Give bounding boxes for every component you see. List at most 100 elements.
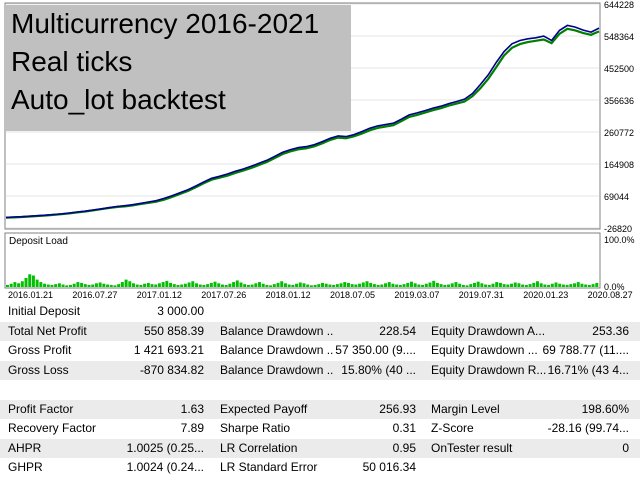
deposit-load-bar [580,283,584,287]
deposit-load-bar [39,282,43,287]
deposit-load-bar [20,281,24,287]
deposit-load-bar [72,283,76,287]
deposit-load-bar [302,283,306,287]
deposit-load-bar [354,284,358,287]
deposit-load-bar [272,284,276,287]
deposit-load-bar [9,283,13,287]
deposit-load-bar [324,283,328,287]
deposit-load-bar [139,284,143,287]
stat-label: Recovery Factor [8,421,97,435]
deposit-load-title: Deposit Load [9,236,68,247]
deposit-load-bar [258,282,261,287]
x-tick-label: 2019.07.31 [459,290,504,300]
deposit-load-bar [465,285,469,287]
deposit-load-bar [521,284,525,287]
deposit-load-bar [565,284,569,287]
stat-value: 1.63 [180,401,204,416]
deposit-load-bar [506,284,510,287]
deposit-load-bar [487,284,491,287]
deposit-load-bar [187,282,191,287]
stat-value: 15.80% (40 ... [341,362,416,377]
deposit-load-bar [391,283,395,287]
deposit-load-bar [54,284,58,287]
deposit-load-bar [143,283,147,287]
x-tick-label: 2018.01.12 [266,290,311,300]
stats-row: Gross Profit 1 421 693.21 Balance Drawdown… [0,341,640,360]
deposit-load-bar [321,282,324,287]
deposit-load-bar [46,284,50,287]
deposit-load-bar [176,284,180,287]
deposit-load-bar [195,283,198,287]
stat-label: Balance Drawdown ... [220,362,334,377]
deposit-load-bar [246,284,250,287]
stats-row: AHPR 1.0025 (0.25... LR Correlation 0.95 OnT… [0,438,640,458]
deposit-load-bar [132,283,135,287]
stat-value: 16.71% (43 4... [547,362,629,377]
deposit-load-bar [91,284,95,287]
deposit-load-bar [458,283,462,287]
deposit-load-bar [447,284,450,287]
deposit-load-bar [228,283,232,287]
deposit-load-bars [6,274,599,287]
stat-value: 228.54 [379,323,416,338]
y-tick-label: 356636 [604,96,634,106]
caption-line-3: Auto_lot backtest [11,84,226,115]
deposit-load-bar [57,283,61,287]
deposit-load-bar [384,283,387,287]
deposit-load-bar [154,284,158,287]
deposit-load-bar [98,282,102,287]
deposit-load-bar [224,284,228,287]
deposit-load-bar [191,281,195,287]
deposit-load-bar [172,284,176,287]
deposit-load-bar [94,283,98,287]
x-tick-label: 2020.01.23 [523,290,568,300]
stat-label: Z-Score [431,421,474,435]
deposit-load-bar [113,285,117,287]
deposit-load-bar [517,283,521,287]
caption-box: Multicurrency 2016-2021 Real ticks Auto_… [5,5,351,131]
balance-y-axis-labels: 644228 548364 452500 356636 260772 164908 6904… [604,0,634,234]
deposit-load-bar [306,284,310,287]
deposit-load-bar [220,284,224,287]
deposit-load-bar [380,284,384,287]
stat-value: 0.95 [392,440,416,455]
deposit-load-bar [402,284,406,287]
deposit-load-bar [532,282,536,287]
deposit-load-bar [280,281,284,287]
deposit-load-bar [287,284,291,287]
deposit-load-bar [595,282,599,287]
stats-row: GHPR 1.0024 (0.24... LR Standard Error 50 0… [0,458,640,477]
deposit-load-bar [443,284,447,287]
deposit-load-bar [61,284,65,287]
deposit-load-tick: 0.0% [604,282,625,292]
x-tick-label: 2016.01.21 [8,290,53,300]
deposit-load-bar [558,283,562,287]
deposit-load-bar [528,284,532,287]
deposit-load-bar [254,283,258,287]
stat-value: 198.60% [581,401,629,416]
stats-row: Gross Loss -870 834.82 Balance Drawdown ..… [0,360,640,380]
deposit-load-bar [150,284,154,287]
deposit-load-bar [146,282,150,287]
deposit-load-bar [480,283,484,287]
deposit-load-bar [13,282,17,287]
deposit-load-bar [157,283,161,287]
deposit-load-bar [76,282,80,287]
stat-value: 550 858.39 [143,323,204,338]
y-tick-label: 452500 [604,64,634,74]
y-tick-label: 164908 [604,160,634,170]
x-axis-labels: 2016.01.21 2016.07.27 2017.01.12 2017.07.26… [8,290,633,300]
stat-label: LR Correlation [220,440,298,455]
deposit-load-bar [343,282,347,287]
stat-value: 1.0024 (0.24... [126,460,204,474]
deposit-load-bar [135,284,139,287]
stat-label: Equity Drawdown ... [431,343,538,357]
deposit-load-bar [476,281,480,287]
deposit-load-bar [428,282,432,287]
deposit-load-bar [6,284,9,287]
x-tick-label: 2018.07.05 [330,290,375,300]
deposit-load-bar [358,283,362,287]
stats-row: Initial Deposit 3 000.00 [0,302,640,321]
deposit-load-bar [513,282,517,287]
deposit-load-bar [591,284,595,287]
